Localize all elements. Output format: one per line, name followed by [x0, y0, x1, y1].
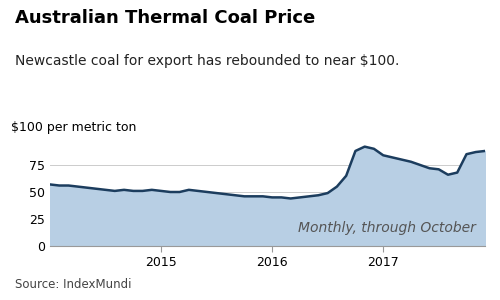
Text: Australian Thermal Coal Price: Australian Thermal Coal Price — [15, 9, 316, 27]
Text: Newcastle coal for export has rebounded to near $100.: Newcastle coal for export has rebounded … — [15, 54, 400, 68]
Text: Monthly, through October: Monthly, through October — [298, 221, 476, 235]
Text: Source: IndexMundi: Source: IndexMundi — [15, 278, 132, 291]
Text: $100 per metric ton: $100 per metric ton — [11, 121, 136, 134]
